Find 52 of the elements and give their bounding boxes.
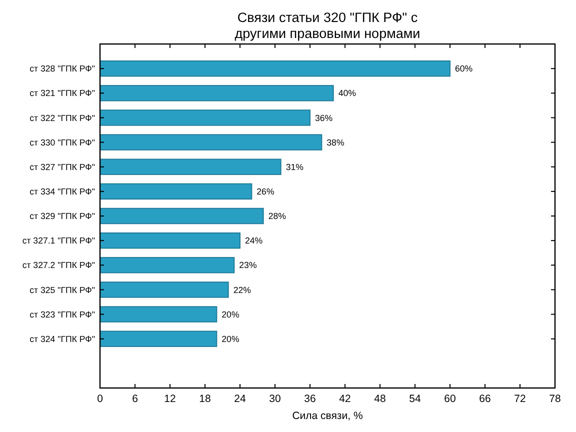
bar (100, 232, 240, 249)
x-tick-label: 48 (374, 393, 386, 405)
data-label: 36% (315, 112, 333, 123)
y-tick-label: ст 325 "ГПК РФ" (30, 284, 95, 295)
data-label: 60% (455, 64, 473, 74)
bar (100, 110, 310, 126)
y-tick-label: ст 327.2 "ГПК РФ" (22, 260, 95, 270)
x-tick-label: 36 (304, 393, 316, 405)
bar (100, 85, 334, 102)
bar (100, 306, 218, 322)
bar (100, 330, 218, 347)
x-tick-label: 54 (409, 393, 421, 405)
bar (100, 60, 450, 77)
y-tick-label: ст 321 "ГПК РФ" (30, 88, 95, 98)
x-tick-label: 6 (132, 393, 138, 405)
bar (100, 158, 282, 175)
data-label: 23% (239, 260, 257, 270)
x-tick-label: 30 (269, 393, 281, 405)
y-tick-label: ст 334 "ГПК РФ" (30, 186, 95, 197)
chart-title: Связи статьи 320 "ГПК РФ" с другими правовыми нормами (234, 10, 420, 41)
data-label: 38% (326, 137, 344, 148)
y-tick-label: ст 323 "ГПК РФ" (30, 309, 95, 320)
x-axis-title: Сила связи, % (292, 410, 363, 422)
y-tick-label: ст 327.1 "ГПК РФ" (22, 236, 95, 246)
bar (100, 134, 322, 150)
data-label: 20% (222, 334, 240, 344)
bar (100, 208, 264, 224)
x-tick-label: 42 (339, 393, 351, 405)
data-label: 24% (245, 236, 263, 246)
x-tick-label: 60 (444, 393, 456, 405)
x-tick-label: 72 (514, 393, 526, 405)
y-tick-label: ст 322 "ГПК РФ" (30, 112, 95, 123)
data-label: 20% (222, 309, 240, 320)
data-label: 22% (233, 284, 252, 295)
bar (100, 282, 229, 298)
data-label: 31% (286, 162, 304, 172)
y-tick-label: ст 324 "ГПК РФ" (30, 334, 95, 344)
bar (100, 257, 235, 274)
x-tick-label: 0 (97, 393, 104, 405)
y-tick-label: ст 330 "ГПК РФ" (30, 137, 95, 148)
x-tick-label: 12 (164, 393, 176, 405)
data-label: 40% (338, 88, 356, 98)
bar (100, 183, 252, 200)
data-label: 26% (256, 186, 274, 197)
y-tick-label: ст 327 "ГПК РФ" (30, 162, 95, 172)
x-tick-label: 66 (479, 393, 491, 405)
data-label: 28% (268, 211, 286, 222)
x-tick-label: 78 (549, 393, 561, 405)
y-tick-label: ст 328 "ГПК РФ" (30, 64, 95, 74)
y-tick-label: ст 329 "ГПК РФ" (30, 211, 95, 222)
x-tick-label: 24 (234, 393, 246, 405)
x-tick-label: 18 (199, 393, 211, 405)
